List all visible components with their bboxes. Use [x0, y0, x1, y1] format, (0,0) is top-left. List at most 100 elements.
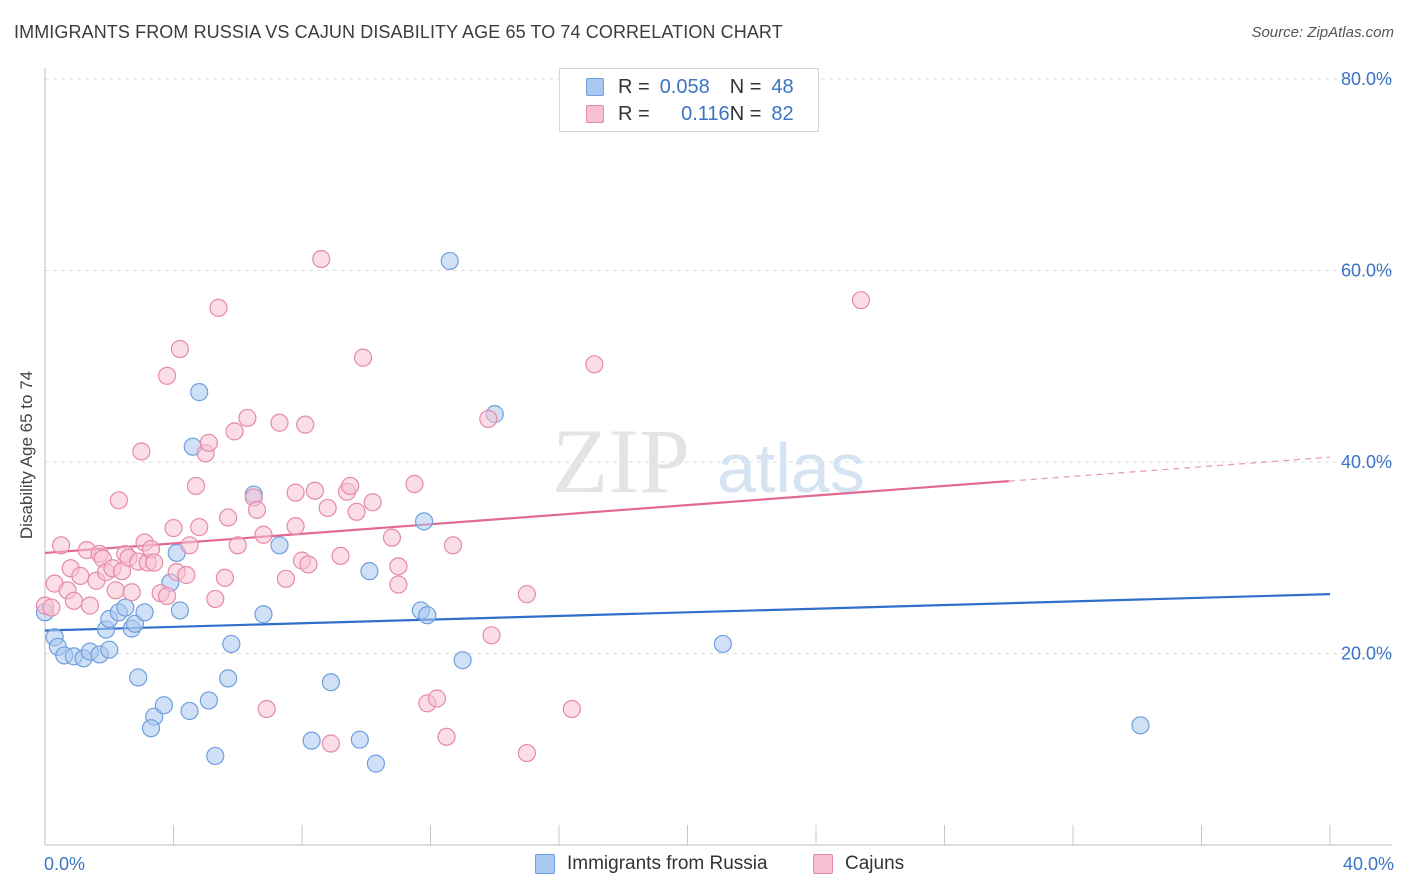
bottom-legend-swatch-russia [535, 854, 555, 874]
point-cajuns [199, 433, 218, 452]
point-cajuns [585, 355, 604, 374]
point-russia [1131, 716, 1150, 735]
y-tick-label: 40.0% [1341, 452, 1392, 472]
x-tick-label: 40.0% [1343, 854, 1394, 874]
point-cajuns [71, 566, 90, 586]
legend-n-label: N = [729, 75, 762, 98]
point-cajuns [238, 408, 257, 428]
point-russia [100, 640, 119, 659]
point-russia [366, 754, 385, 773]
legend-n-value-cajuns: 82 [771, 102, 794, 125]
legend-swatch-russia [586, 78, 604, 96]
point-cajuns [299, 555, 318, 574]
legend-row-russia: R = 0.058 N = 48 [586, 75, 794, 99]
point-cajuns [382, 528, 402, 547]
point-russia [116, 598, 135, 617]
trendline-cajuns-extension [1008, 456, 1331, 482]
tick-labels: 20.0% 40.0% 60.0% 80.0% 0.0% 40.0% [44, 69, 1394, 874]
point-cajuns [228, 536, 247, 555]
point-cajuns [215, 568, 234, 587]
point-cajuns [64, 591, 84, 610]
watermark-zip: ZIP [552, 410, 690, 512]
point-russia [170, 601, 190, 620]
point-russia [141, 719, 161, 738]
point-cajuns [389, 557, 408, 576]
point-russia [190, 383, 209, 402]
point-russia [360, 562, 379, 581]
point-cajuns [186, 476, 206, 496]
bottom-legend-cajuns[interactable]: Cajuns [813, 852, 904, 876]
point-cajuns [219, 508, 238, 527]
point-russia [254, 605, 273, 624]
x-tick-label: 0.0% [44, 854, 85, 874]
trendline-cajuns [44, 480, 1009, 555]
point-cajuns [145, 553, 164, 572]
point-russia [219, 669, 238, 688]
point-russia [154, 696, 173, 715]
legend-r-value-russia: 0.058 [659, 75, 710, 98]
point-russia [222, 634, 241, 654]
legend-row-cajuns: R = 0.116 N = 82 [586, 102, 794, 126]
bottom-legend-label-cajuns: Cajuns [845, 853, 905, 874]
trendline-russia [44, 593, 1331, 632]
point-cajuns [312, 249, 331, 269]
point-cajuns [389, 575, 408, 594]
point-cajuns [427, 689, 447, 708]
point-cajuns [190, 518, 209, 537]
point-cajuns [305, 481, 324, 500]
point-cajuns [437, 727, 456, 746]
point-russia [453, 651, 472, 670]
point-cajuns [562, 699, 581, 719]
point-russia [440, 251, 459, 271]
point-russia [270, 536, 289, 555]
point-cajuns [443, 536, 463, 555]
point-cajuns [247, 500, 267, 519]
legend-n-label: N = [729, 102, 762, 125]
point-cajuns [225, 422, 244, 441]
bottom-legend-russia[interactable]: Immigrants from Russia [535, 852, 768, 876]
point-cajuns [42, 598, 61, 617]
point-cajuns [331, 546, 350, 565]
watermark-atlas: atlas [717, 429, 865, 507]
point-russia [350, 730, 369, 749]
point-cajuns [517, 743, 536, 763]
point-cajuns [347, 502, 366, 521]
point-russia [414, 512, 434, 531]
point-russia [135, 603, 154, 622]
point-cajuns [132, 442, 151, 461]
point-cajuns [109, 491, 128, 510]
point-cajuns [296, 415, 315, 434]
point-cajuns [363, 493, 382, 512]
point-cajuns [206, 589, 225, 609]
point-russia [199, 691, 218, 710]
point-cajuns [286, 483, 305, 502]
point-cajuns [321, 734, 341, 753]
point-cajuns [51, 536, 71, 555]
stats-legend: R = 0.058 N = 48 R = 0.116 N = 82 [559, 68, 819, 132]
point-cajuns [257, 699, 276, 719]
point-russia [129, 668, 148, 687]
point-cajuns [180, 536, 199, 555]
point-cajuns [482, 626, 501, 645]
point-cajuns [405, 474, 424, 494]
axes [44, 68, 1392, 846]
point-cajuns [286, 517, 305, 536]
legend-n-value-russia: 48 [771, 75, 794, 98]
chart-title: IMMIGRANTS FROM RUSSIA VS CAJUN DISABILI… [14, 22, 783, 42]
point-cajuns [164, 518, 183, 538]
point-cajuns [517, 585, 536, 604]
source-note: Source: ZipAtlas.com [1251, 24, 1394, 41]
point-russia [321, 673, 341, 692]
point-russia [418, 606, 437, 625]
point-cajuns [80, 596, 100, 615]
point-cajuns [170, 339, 190, 359]
point-russia [206, 746, 225, 766]
point-cajuns [276, 569, 296, 588]
y-tick-label: 80.0% [1341, 69, 1392, 89]
y-tick-label: 60.0% [1341, 261, 1392, 281]
trend-lines [44, 456, 1331, 632]
point-cajuns [318, 498, 337, 518]
bottom-legend-swatch-cajuns [813, 854, 833, 874]
bottom-legend-label-russia: Immigrants from Russia [567, 853, 768, 874]
